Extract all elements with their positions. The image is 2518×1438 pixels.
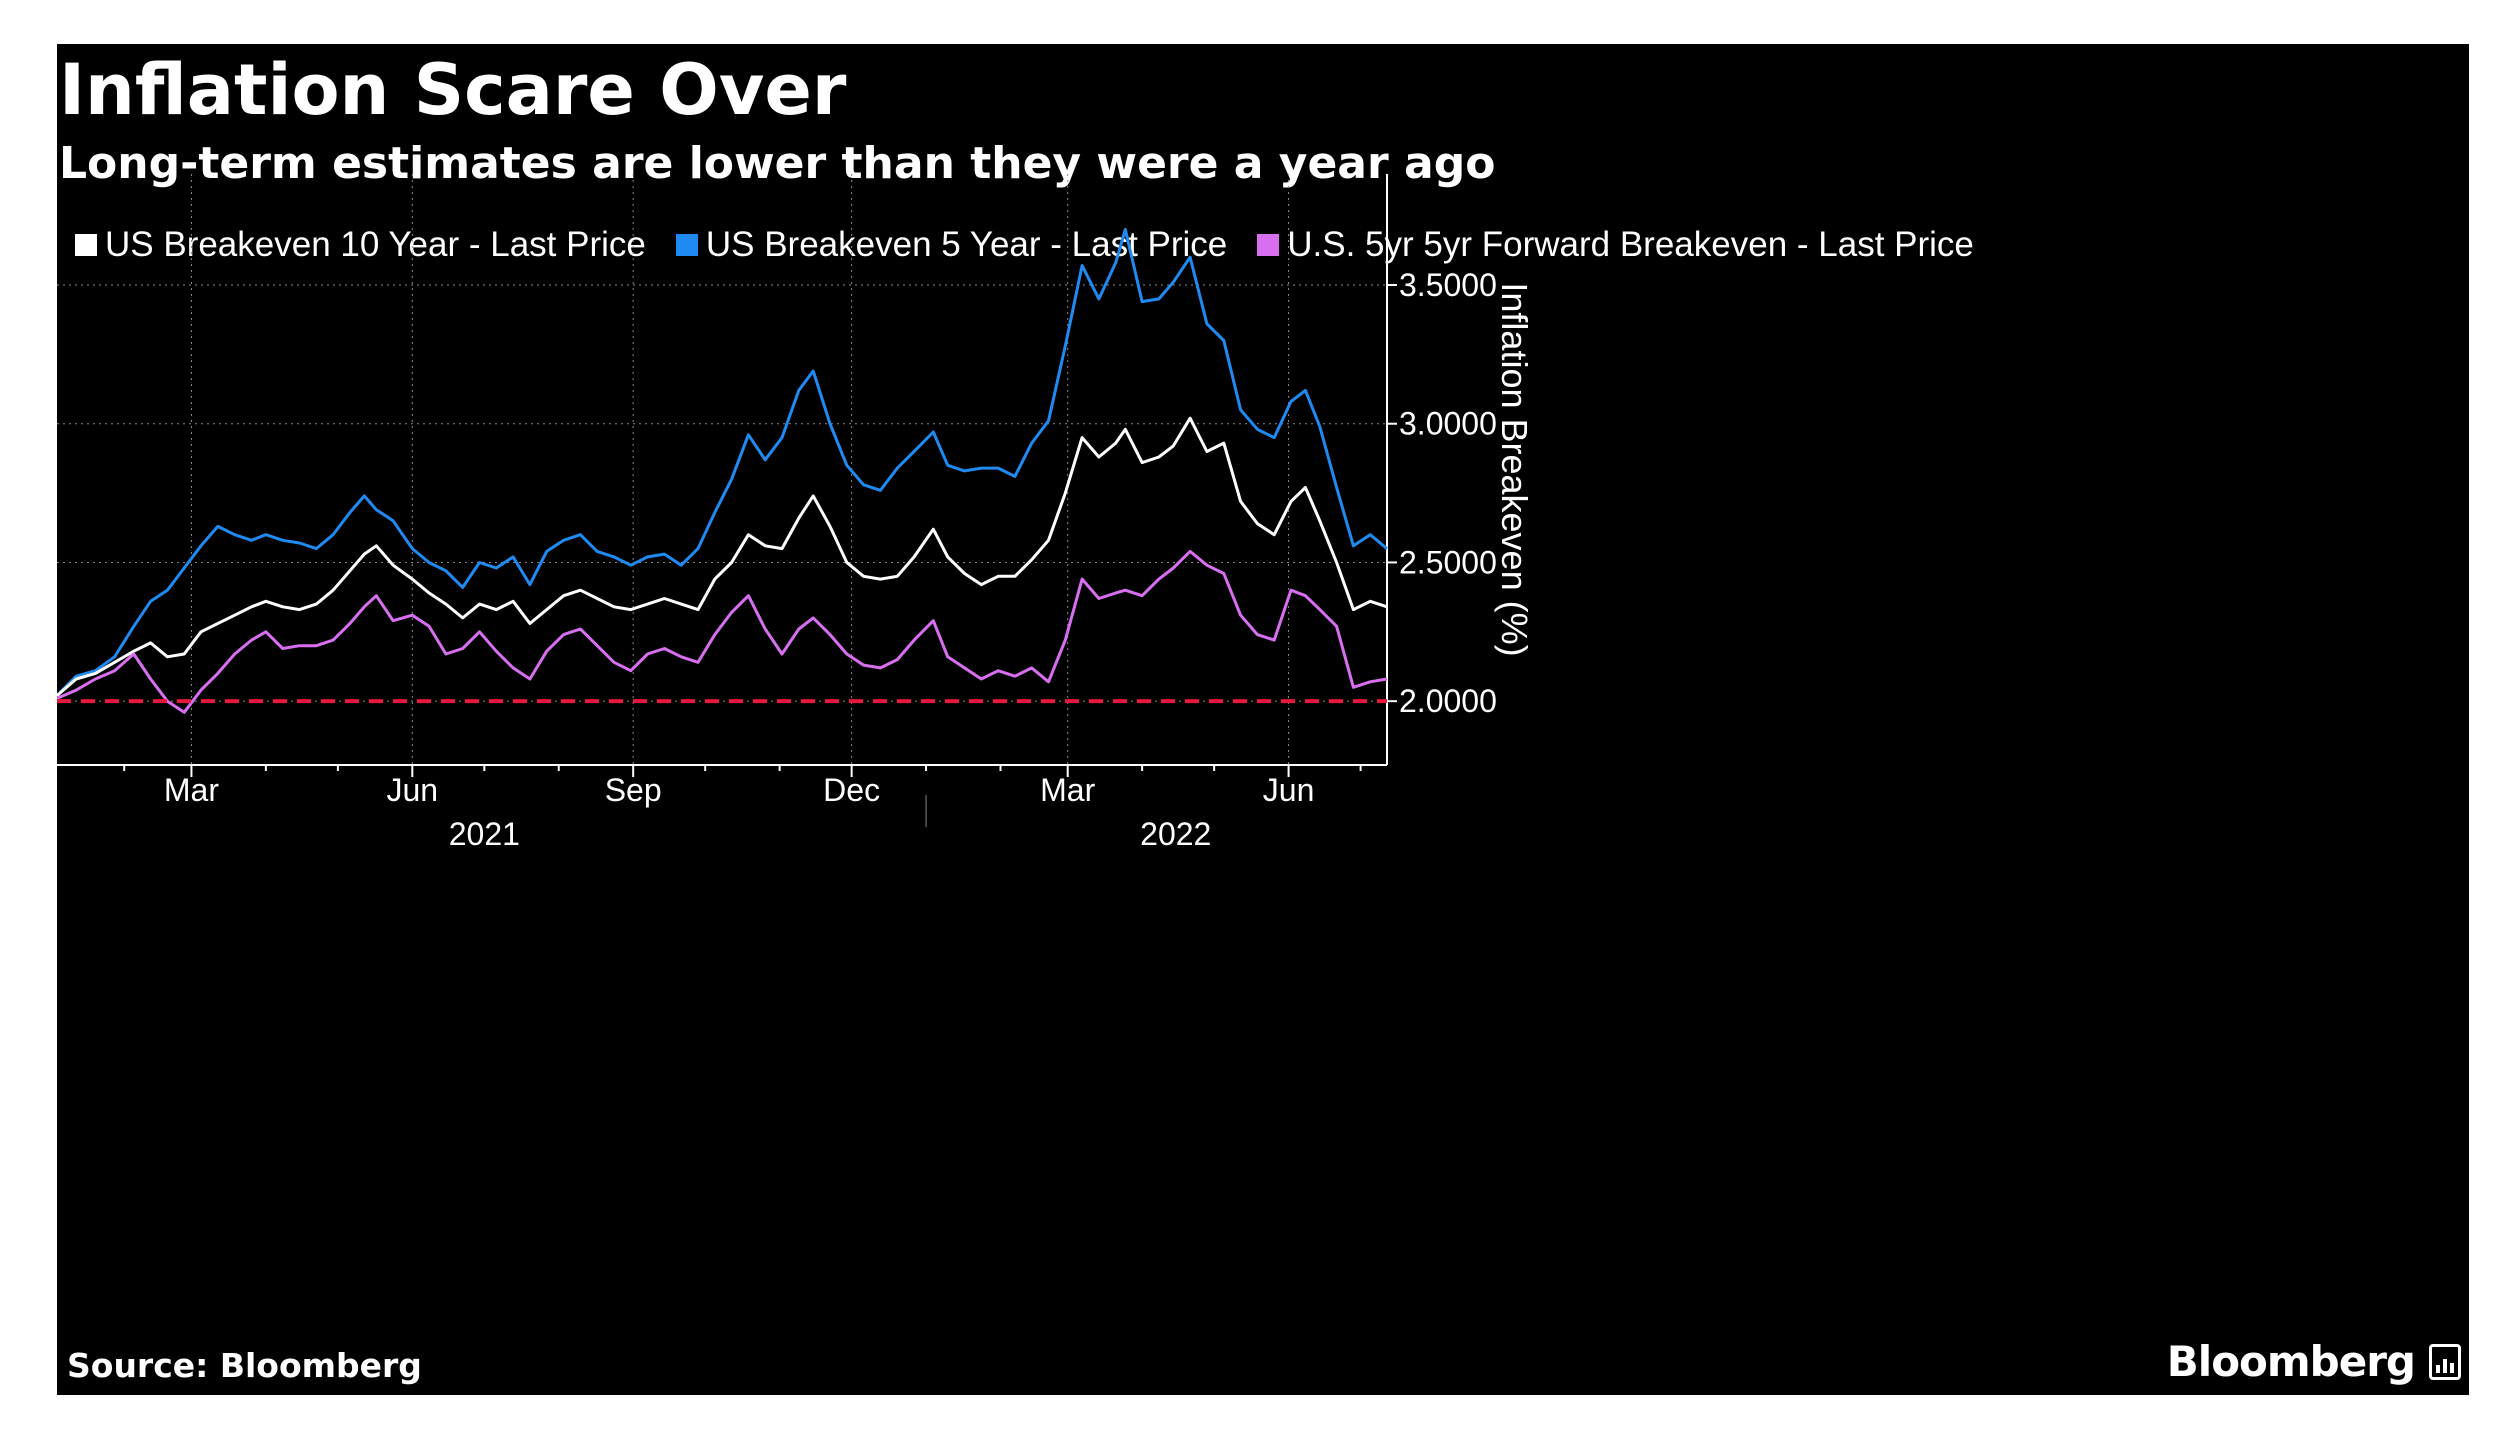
- series-line-10y: [57, 416, 1388, 697]
- series-line-5y: [57, 228, 1388, 697]
- source-note: Source: Bloomberg: [67, 1346, 422, 1385]
- year-label: 2022: [1140, 816, 1211, 852]
- chart-panel: Inflation Scare Over Long-term estimates…: [57, 44, 2469, 1395]
- legend-swatch-10y: [75, 234, 97, 256]
- x-tick-label: Jun: [387, 772, 439, 808]
- legend-item-10y: US Breakeven 10 Year - Last Price: [75, 225, 646, 265]
- y-axis-title: Inflation Breakeven (%): [1494, 282, 1535, 656]
- legend-label-10y: US Breakeven 10 Year - Last Price: [105, 225, 646, 264]
- legend-swatch-5y5y: [1257, 234, 1280, 256]
- bloomberg-logo: Bloomberg: [2167, 1337, 2461, 1386]
- y-tick-label: 3.5000: [1399, 267, 1497, 303]
- x-tick-label: Mar: [1040, 772, 1095, 808]
- legend-item-5y5y: U.S. 5yr 5yr Forward Breakeven - Last Pr…: [1257, 225, 1974, 265]
- brand-name: Bloomberg: [2166, 1337, 2416, 1386]
- chart-svg: 2.0000 2.5000 3.0000 3.5000 Mar Jun Sep Dec Mar J…: [57, 174, 1535, 852]
- legend-item-5y: US Breakeven 5 Year - Last Price: [675, 225, 1228, 265]
- legend-swatch-5y: [675, 234, 698, 256]
- x-tick-label: Jun: [1263, 772, 1315, 808]
- legend-label-5y: US Breakeven 5 Year - Last Price: [705, 225, 1228, 264]
- legend-label-5y5y: U.S. 5yr 5yr Forward Breakeven - Last Pr…: [1287, 225, 1974, 264]
- series-line-5y5y: [57, 549, 1388, 714]
- chart-subtitle: Long-term estimates are lower than they …: [59, 138, 1496, 189]
- y-tick-label: 2.0000: [1399, 683, 1497, 719]
- bloomberg-icon: [2429, 1343, 2461, 1380]
- x-tick-label: Dec: [823, 772, 880, 808]
- x-tick-label: Sep: [605, 772, 662, 808]
- x-tick-label: Mar: [164, 772, 219, 808]
- y-tick-label: 3.0000: [1399, 406, 1497, 442]
- chart-title: Inflation Scare Over: [59, 49, 847, 131]
- year-label: 2021: [449, 816, 520, 852]
- y-tick-label: 2.5000: [1399, 544, 1497, 580]
- legend: US Breakeven 10 Year - Last Price US Bre…: [75, 222, 2004, 268]
